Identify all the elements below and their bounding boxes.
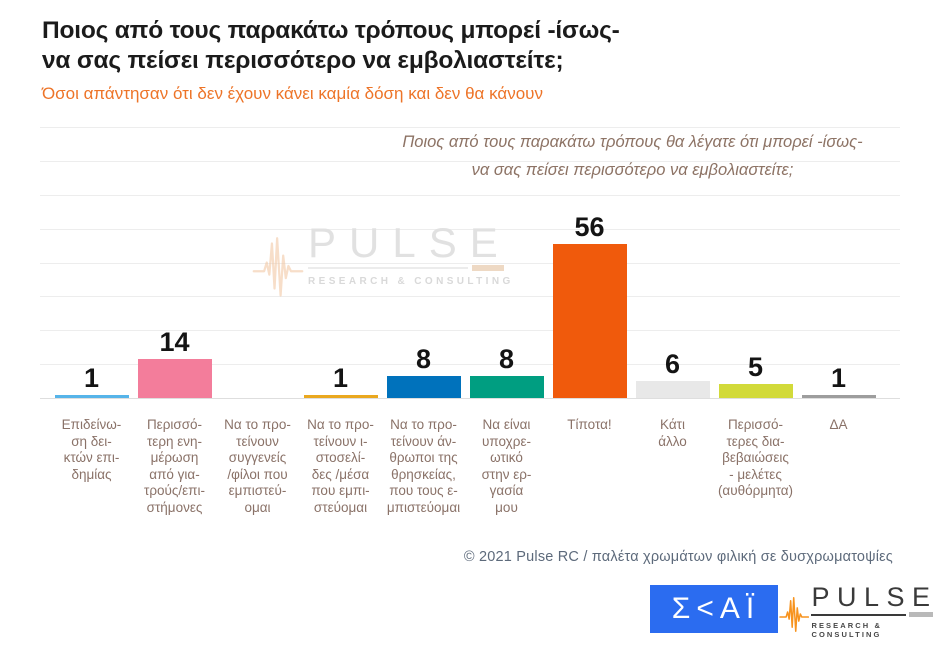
gridline: [40, 330, 900, 331]
bar-value-label: 1: [332, 363, 349, 393]
bar-slot: 1: [50, 128, 133, 398]
bar-value-label: 56: [574, 212, 605, 242]
bar: [552, 244, 627, 398]
gridline: [40, 398, 900, 399]
category-label: Να είναι υποχρε- ωτικό στην ερ- γασία μο…: [481, 417, 532, 515]
gridline: [40, 195, 900, 196]
bar-slot: 14: [133, 128, 216, 398]
category-label: Τίποτα!: [567, 417, 612, 432]
bar: [303, 395, 378, 398]
bar-slot: 8: [382, 128, 465, 398]
page-subtitle: Όσοι απάντησαν ότι δεν έχουν κάνει καμία…: [42, 84, 543, 103]
category-label: Επιδείνω- ση δει- κτών επι- δημίας: [61, 417, 122, 482]
gridline: [40, 296, 900, 297]
watermark-pulse-text: PULSE: [308, 219, 511, 266]
bar-slot: 1: [299, 128, 382, 398]
category-label: Να το προ- τείνουν άν- θρωποι της θρησκε…: [386, 417, 461, 515]
category-label: Κάτι άλλο: [658, 417, 687, 449]
bar-slot: 1: [797, 128, 880, 398]
pulse-waveform-icon: [252, 237, 304, 297]
bar-slot: 5: [714, 128, 797, 398]
pulse-logo: PULSE RESEARCH & CONSULTING: [779, 584, 941, 639]
bar: [718, 384, 793, 398]
watermark-sub-text: RESEARCH & CONSULTING: [308, 276, 514, 287]
bar: [801, 395, 876, 398]
bar-value-label: 8: [415, 344, 432, 374]
category-label: ΔΑ: [829, 417, 848, 432]
bar-value-label: 8: [498, 344, 515, 374]
category-label: Να το προ- τείνουν ι- στοσελί- δες /μέσα…: [307, 417, 374, 515]
gridline: [40, 229, 900, 230]
skai-logo: Σ<ΑΪ: [650, 585, 778, 633]
pulse-waveform-icon: [779, 597, 810, 633]
bar-value-label: 1: [83, 363, 100, 393]
bar-value-label: 14: [159, 327, 190, 357]
gridline: [40, 161, 900, 162]
category-label: Περισσό- τερη ενη- μέρωση από για- τρούς…: [144, 417, 205, 515]
gridline: [40, 263, 900, 264]
bar-value-label: 5: [747, 352, 764, 382]
category-row: Επιδείνω- ση δει- κτών επι- δημίας Περισσ…: [50, 417, 880, 516]
pulse-logo-rule: [811, 613, 907, 616]
pulse-logo-sub-text: RESEARCH & CONSULTING: [811, 621, 883, 639]
watermark-rule: [308, 267, 468, 269]
bar: [635, 381, 710, 398]
pulse-logo-text: PULSE: [811, 582, 938, 612]
bar-slot: 6: [631, 128, 714, 398]
bar: [469, 376, 544, 398]
category-label: Περισσό- τερες δια- βεβαιώσεις - μελέτες…: [717, 417, 794, 498]
bar: [137, 359, 212, 398]
page-title: Ποιος από τους παρακάτω τρόπους μπορεί -…: [42, 17, 620, 74]
bar: [54, 395, 129, 398]
bar-value-label: 6: [664, 349, 681, 379]
pulse-logo-small-mark: [909, 612, 934, 617]
gridline: [40, 364, 900, 365]
chart-annotation-question: Ποιος από τους παρακάτω τρόπους θα λέγατ…: [402, 133, 863, 179]
bar-slot: [216, 128, 299, 398]
bar: [386, 376, 461, 398]
pulse-watermark: PULSE RESEARCH & CONSULTING: [252, 222, 514, 302]
gridline: [40, 127, 900, 128]
skai-logo-text: Σ<ΑΪ: [671, 592, 761, 625]
category-label: Να το προ- τείνουν συγγενείς /φίλοι που …: [224, 417, 291, 515]
bar-slot: 8: [465, 128, 548, 398]
chart-gridlines: [40, 127, 900, 399]
watermark-small-mark: [472, 265, 504, 271]
footer-credit: © 2021 Pulse RC / παλέτα χρωμάτων φιλική…: [463, 549, 893, 565]
bar-slot: 56: [548, 128, 631, 398]
bars-row: 1 14 1 8 8 56 6 5 1: [50, 128, 880, 398]
bar-value-label: 1: [830, 363, 847, 393]
